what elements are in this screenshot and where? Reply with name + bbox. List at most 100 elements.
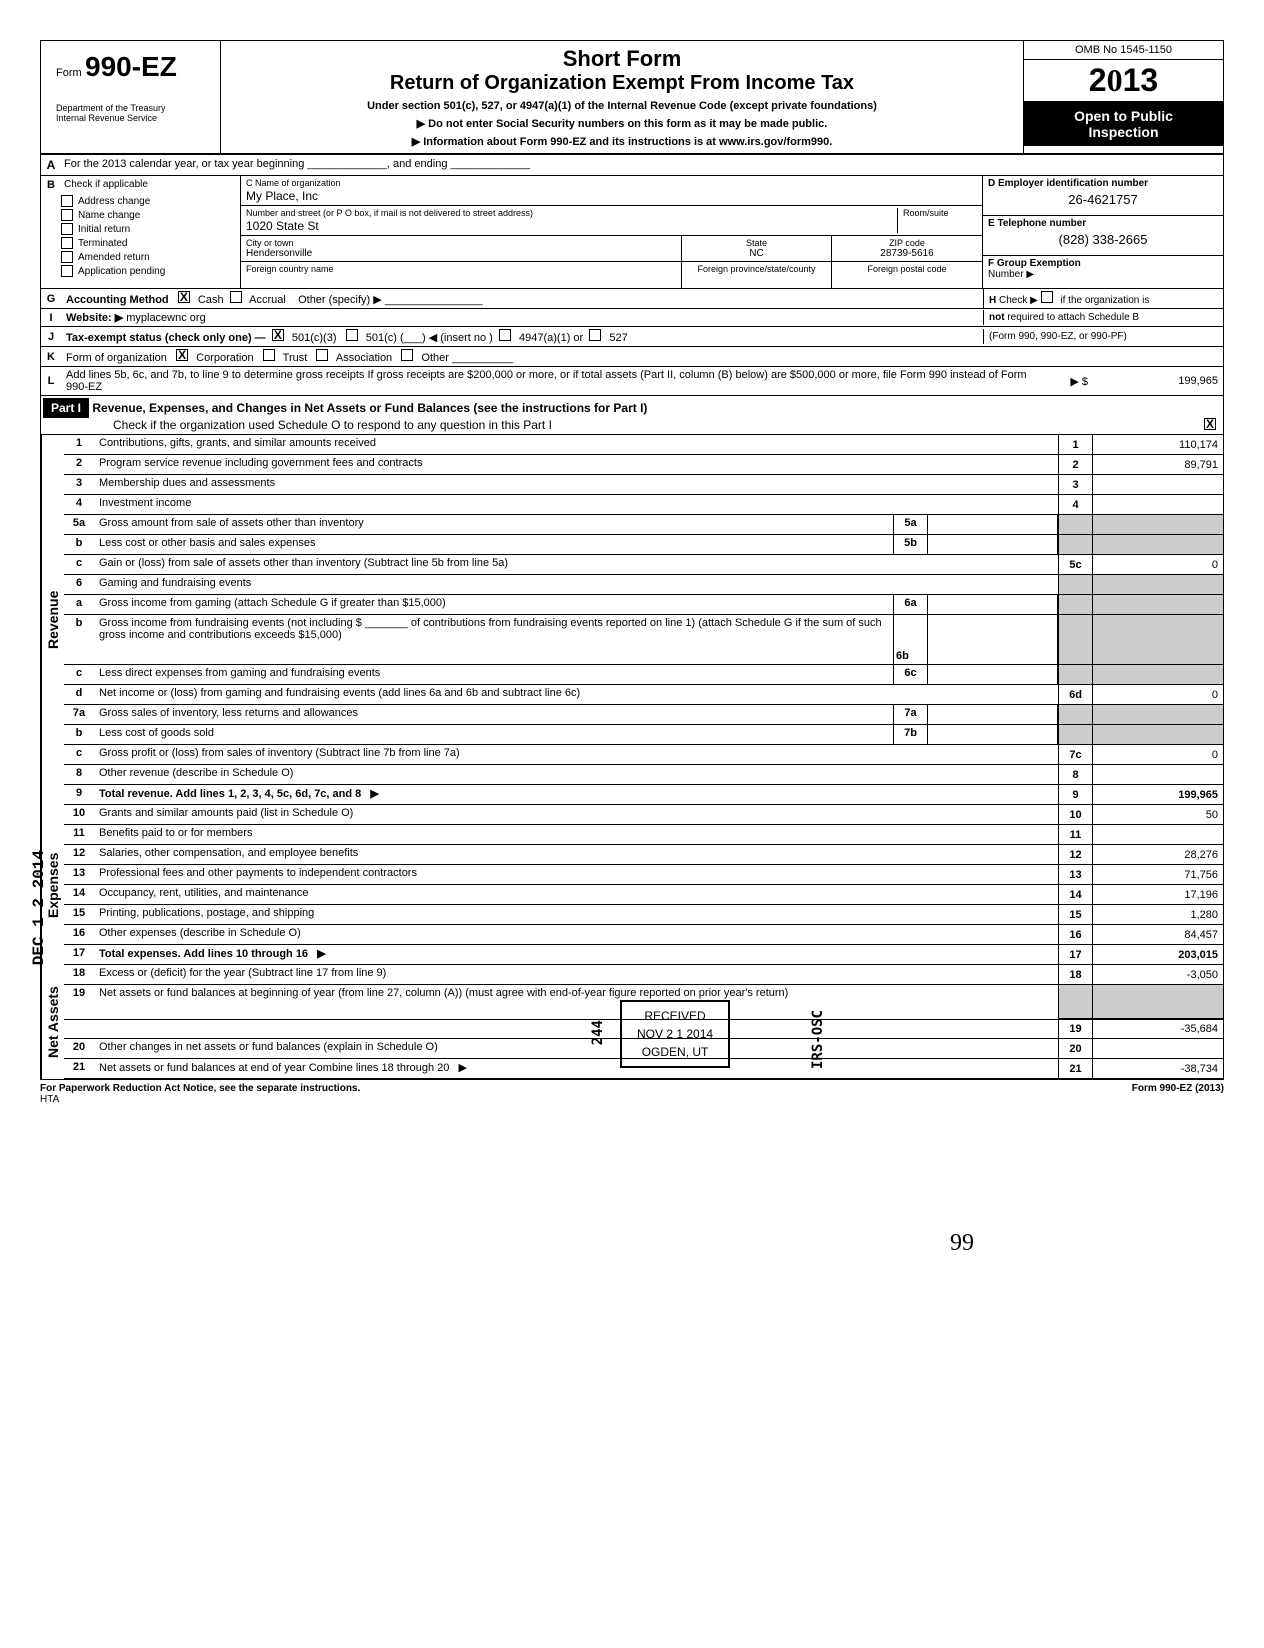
checkbox-cash[interactable] [178,291,190,303]
checkbox-4947[interactable] [499,329,511,341]
checkbox-accrual[interactable] [230,291,242,303]
line-14-text: Occupancy, rent, utilities, and maintena… [94,885,1058,904]
line-21-val: -38,734 [1093,1059,1223,1078]
accounting-label: Accounting Method [66,294,169,306]
checkbox-name-change[interactable]: Name change [41,208,240,222]
paperwork-notice: For Paperwork Reduction Act Notice, see … [40,1083,360,1094]
checkbox-527[interactable] [589,329,601,341]
stamp-irs-osc: IRS-OSC [810,1010,826,1069]
line-3-val [1093,475,1223,494]
checkbox-schedule-o[interactable] [1204,418,1216,430]
state: NC [749,248,763,259]
section-l-text: Add lines 5b, 6c, and 7b, to line 9 to d… [61,367,1033,395]
website-label: Website: ▶ [66,312,123,324]
checkbox-501c[interactable] [346,329,358,341]
dept-irs: Internal Revenue Service [56,113,236,123]
line-17-text: Total expenses. Add lines 10 through 16 … [94,945,1058,964]
line-1-text: Contributions, gifts, grants, and simila… [94,435,1058,454]
line-4-text: Investment income [94,495,1058,514]
line-7a-text: Gross sales of inventory, less returns a… [94,705,893,724]
line-9-text: Total revenue. Add lines 1, 2, 3, 4, 5c,… [94,785,1058,804]
subtitle-2: ▶ Do not enter Social Security numbers o… [231,117,1013,130]
form-ref: Form 990-EZ (2013) [1132,1083,1224,1105]
line-18-text: Excess or (deficit) for the year (Subtra… [94,965,1058,984]
line-7c-val: 0 [1093,745,1223,764]
line-20-text: Other changes in net assets or fund bala… [94,1039,1058,1058]
foreign-postal-label: Foreign postal code [837,264,977,274]
line-16-text: Other expenses (describe in Schedule O) [94,925,1058,944]
line-13-text: Professional fees and other payments to … [94,865,1058,884]
short-form-title: Short Form [231,46,1013,72]
form-label: Form [56,67,82,79]
line-20-val [1093,1039,1223,1058]
line-10-text: Grants and similar amounts paid (list in… [94,805,1058,824]
group-label2: Number ▶ [988,269,1034,280]
tax-year: 20201313 [1024,60,1223,102]
section-l-row: L Add lines 5b, 6c, and 7b, to line 9 to… [41,367,1223,396]
line-15-val: 1,280 [1093,905,1223,924]
line-12-val: 28,276 [1093,845,1223,864]
checkbox-association[interactable] [316,349,328,361]
checkbox-schedule-b[interactable] [1041,291,1053,303]
line-2-text: Program service revenue including govern… [94,455,1058,474]
revenue-vertical-label: Revenue [41,435,64,805]
info-block: B Check if applicable Address change Nam… [41,176,1223,288]
part-1-header: Part I [43,398,89,418]
checkbox-amended[interactable]: Amended return [41,250,240,264]
line-1-val: 110,174 [1093,435,1223,454]
line-3-text: Membership dues and assessments [94,475,1058,494]
letter-g: G [41,291,61,307]
received-stamp: RECEIVED NOV 2 1 2014 OGDEN, UT [620,1000,730,1068]
letter-k: K [41,349,61,365]
foreign-country-label: Foreign country name [246,264,676,274]
line-16-val: 84,457 [1093,925,1223,944]
checkbox-address-change[interactable]: Address change [41,194,240,208]
checkbox-terminated[interactable]: Terminated [41,236,240,250]
form-org-label: Form of organization [66,352,167,364]
omb-number: OMB No 1545-1150 [1024,41,1223,60]
part-1-title: Revenue, Expenses, and Changes in Net As… [92,401,647,415]
checkbox-application-pending[interactable]: Application pending [41,264,240,278]
dept-treasury: Department of the Treasury [56,103,236,113]
line-7b-text: Less cost of goods sold [94,725,893,744]
checkbox-other-org[interactable] [401,349,413,361]
line-15-text: Printing, publications, postage, and shi… [94,905,1058,924]
line-5b-text: Less cost or other basis and sales expen… [94,535,893,554]
part-1-header-row: Part I Revenue, Expenses, and Changes in… [41,396,1223,435]
section-i-row: I Website: ▶ myplacewnc org not required… [41,309,1223,327]
line-17-val: 203,015 [1093,945,1223,964]
form-number-box: Form 990-EZ Department of the Treasury I… [41,41,221,153]
line-6c-text: Less direct expenses from gaming and fun… [94,665,893,684]
line-2-val: 89,791 [1093,455,1223,474]
ein-value: 26-4621757 [988,192,1218,207]
letter-a: A [41,155,61,175]
address-label: Number and street (or P O box, if mail i… [246,208,533,218]
section-g-row: G Accounting Method Cash Accrual Other (… [41,288,1223,309]
zip-label: ZIP code [837,238,977,248]
checkbox-corporation[interactable] [176,349,188,361]
line-6b-text: Gross income from fundraising events (no… [94,615,893,664]
line-8-text: Other revenue (describe in Schedule O) [94,765,1058,784]
subtitle-3: ▶ Information about Form 990-EZ and its … [231,135,1013,148]
line-9-val: 199,965 [1093,785,1223,804]
checkbox-trust[interactable] [263,349,275,361]
checkbox-initial-return[interactable]: Initial return [41,222,240,236]
line-19-text: Net assets or fund balances at beginning… [94,985,1058,1019]
org-name: My Place, Inc [246,189,318,203]
foreign-province-label: Foreign province/state/county [687,264,826,274]
zip: 28739-5616 [880,248,933,259]
org-name-label: C Name of organization [246,178,341,188]
line-6-text: Gaming and fundraising events [94,575,1058,594]
section-j-row: J Tax-exempt status (check only one) — 5… [41,327,1223,347]
form-990ez-container: Form 990-EZ Department of the Treasury I… [40,40,1224,1080]
date-stamp-left: DEC 1 2 2014 [30,850,48,965]
checkbox-501c3[interactable] [272,329,284,341]
city: Hendersonville [246,248,312,259]
stamp-244: 244 [590,1020,606,1045]
city-label: City or town [246,238,676,248]
address: 1020 State St [246,219,319,233]
line-12-text: Salaries, other compensation, and employ… [94,845,1058,864]
letter-j: J [41,329,61,345]
line-21-text: Net assets or fund balances at end of ye… [94,1059,1058,1078]
handwritten-99: 99 [950,1230,974,1257]
